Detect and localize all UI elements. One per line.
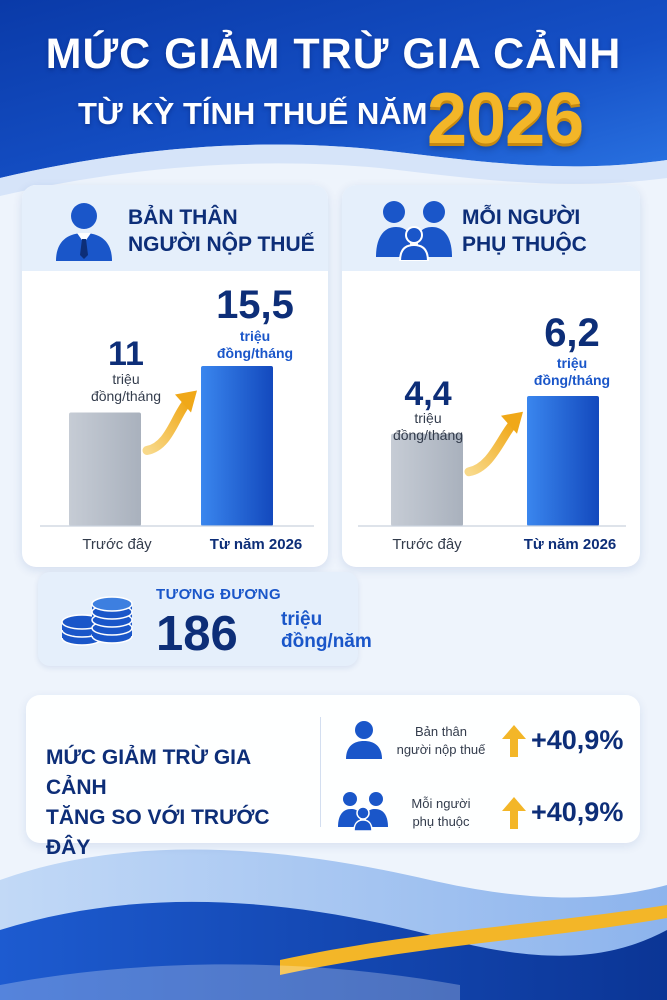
summary-row2-value: +40,9%: [531, 797, 624, 827]
family-icon: [376, 201, 452, 261]
equivalent-label: TƯƠNG ĐƯƠNG: [156, 586, 282, 603]
dependent-old-unit: triệu đồng/tháng: [392, 410, 464, 443]
taxpayer-title-line1: BẢN THÂN: [128, 206, 238, 229]
family-icon: [338, 792, 388, 831]
coin-stack-icon: [61, 596, 133, 646]
taxpayer-category-new: Từ năm 2026: [209, 536, 303, 553]
dependent-category-new: Từ năm 2026: [523, 536, 617, 553]
dependent-new-unit: triệu đồng/tháng: [533, 355, 611, 388]
page-title-line1: MỨC GIẢM TRỪ GIA CẢNH: [45, 30, 622, 78]
taxpayer-new-value: 15,5: [216, 283, 294, 327]
person-icon: [346, 721, 382, 759]
dependent-new-value: 6,2: [544, 311, 600, 355]
dependent-old-value: 4,4: [404, 375, 452, 413]
taxpayer-increase-arrow: [142, 390, 197, 455]
summary-row2-label: Mỗi người phụ thuộc: [411, 796, 471, 829]
arrow-up-icon: [502, 797, 526, 829]
taxpayer-old-value: 11: [108, 335, 144, 373]
summary-row1-label: Bản thân người nộp thuế: [396, 724, 486, 757]
dependent-increase-arrow: [464, 411, 523, 477]
dependent-title-line1: MỖI NGƯỜI: [462, 206, 581, 229]
summary-title: MỨC GIẢM TRỪ GIA CẢNH TĂNG SO VỚI TRƯỚC …: [46, 746, 270, 859]
page-title-year: 2026: [427, 79, 584, 159]
dependent-category-old: Trước đây: [392, 536, 462, 553]
taxpayer-category-old: Trước đây: [82, 536, 152, 553]
equivalent-card: TƯƠNG ĐƯƠNG 186 triệu đồng/năm: [38, 572, 372, 666]
dependent-bar-new: [527, 396, 599, 526]
taxpayer-bar-chart: [40, 366, 314, 527]
summary-row1-value: +40,9%: [531, 725, 624, 755]
dependent-bar-old: [391, 433, 463, 526]
summary-divider: [320, 717, 321, 827]
taxpayer-old-unit: triệu đồng/tháng: [90, 371, 162, 404]
taxpayer-new-unit: triệu đồng/tháng: [216, 328, 294, 361]
equivalent-unit: triệu đồng/năm: [281, 609, 372, 652]
taxpayer-title-line2: NGƯỜI NỘP THUẾ: [128, 233, 315, 256]
dependent-bar-chart: [358, 396, 626, 527]
dependent-card: MỖI NGƯỜI PHỤ THUỘC 4,4 triệu đồng/tháng …: [342, 185, 640, 567]
summary-card: MỨC GIẢM TRỪ GIA CẢNH TĂNG SO VỚI TRƯỚC …: [26, 695, 640, 859]
dependent-title-line2: PHỤ THUỘC: [462, 233, 587, 256]
arrow-up-icon: [502, 725, 526, 757]
equivalent-value: 186: [156, 607, 238, 661]
taxpayer-bar-new: [201, 366, 273, 526]
taxpayer-bar-old: [69, 412, 141, 526]
taxpayer-card: BẢN THÂN NGƯỜI NỘP THUẾ 11 triệu đồng/thá…: [22, 185, 328, 567]
person-tie-icon: [56, 203, 112, 261]
page-title-line2: TỪ KỲ TÍNH THUẾ NĂM: [78, 96, 428, 131]
